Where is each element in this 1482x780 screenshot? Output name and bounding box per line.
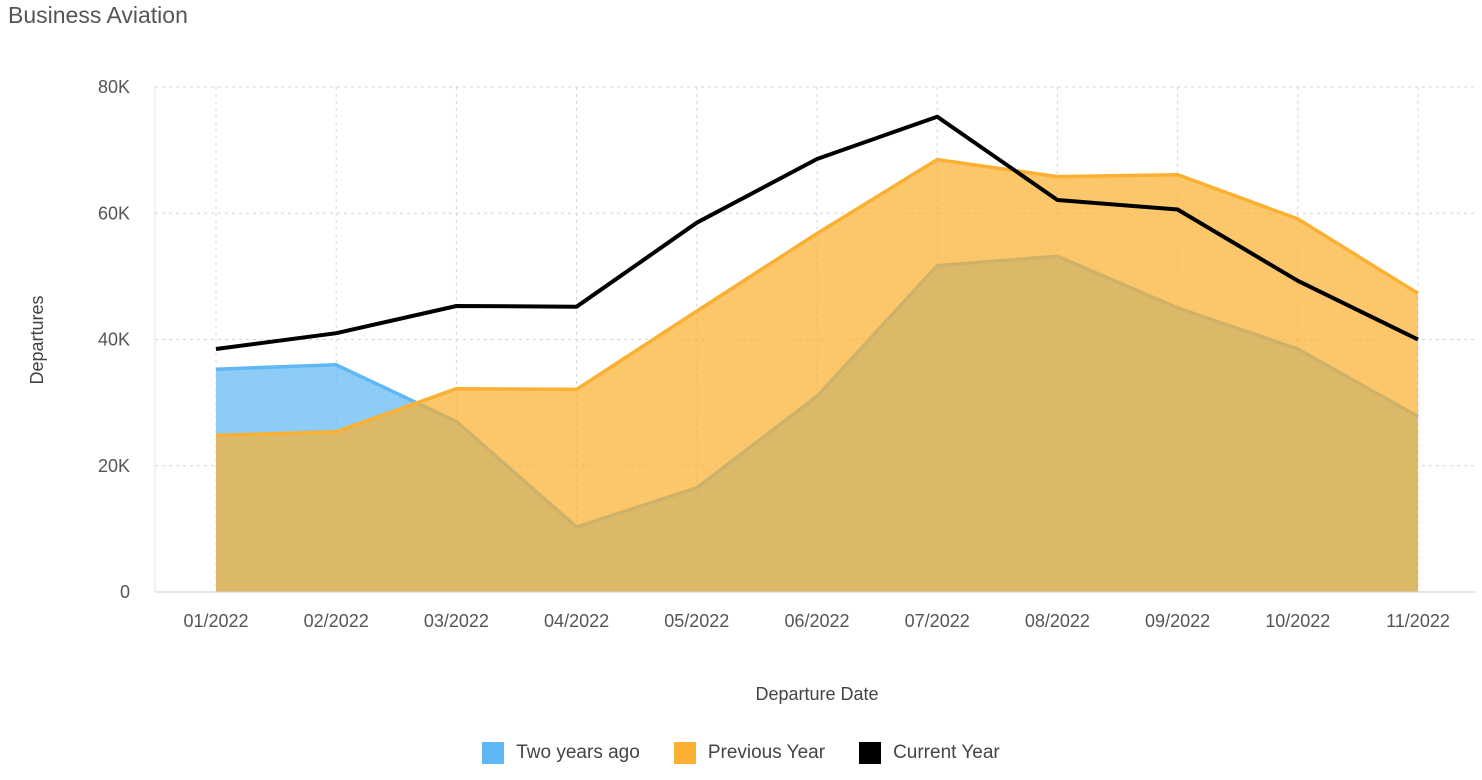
legend: Two years ago Previous Year Current Year	[0, 742, 1482, 764]
legend-item-current-year[interactable]: Current Year	[859, 742, 1000, 764]
x-axis-title: Departure Date	[755, 684, 878, 704]
x-tick-label: 06/2022	[784, 611, 849, 631]
y-axis-title: Departures	[27, 295, 47, 384]
legend-swatch-current-year	[859, 742, 882, 764]
x-tick-label: 10/2022	[1265, 611, 1330, 631]
chart-title: Business Aviation	[8, 2, 188, 28]
legend-swatch-previous-year	[673, 742, 696, 764]
legend-item-previous-year[interactable]: Previous Year	[673, 742, 826, 764]
chart-area: 0 20K 40K 60K 80K 01/2022 02/2022 03/2022 04/202…	[27, 77, 1475, 704]
legend-label-current-year: Current Year	[893, 742, 1000, 763]
x-tick-label: 11/2022	[1386, 611, 1450, 631]
x-tick-label: 03/2022	[424, 611, 489, 631]
y-tick-label: 60K	[98, 203, 130, 223]
line-previous-year	[215, 157, 1419, 438]
legend-item-two-years-ago[interactable]: Two years ago	[482, 742, 640, 764]
x-tick-label: 04/2022	[544, 611, 609, 631]
y-tick-label: 0	[120, 582, 130, 602]
x-tick-label: 09/2022	[1145, 611, 1210, 631]
legend-label-two-years-ago: Two years ago	[516, 742, 640, 763]
x-tick-label: 05/2022	[664, 611, 729, 631]
area-previous-year	[216, 159, 1418, 592]
legend-swatch-two-years-ago	[482, 742, 505, 764]
line-current-year	[215, 114, 1419, 351]
legend-label-previous-year: Previous Year	[707, 742, 826, 763]
series-layer	[215, 114, 1419, 592]
y-tick-label: 80K	[98, 77, 130, 97]
y-tick-label: 20K	[98, 456, 130, 476]
x-tick-label: 08/2022	[1025, 611, 1090, 631]
y-tick-label: 40K	[98, 330, 130, 350]
x-tick-label: 01/2022	[183, 611, 248, 631]
axis-layer: 0 20K 40K 60K 80K 01/2022 02/2022 03/2022 04/202…	[98, 77, 1475, 631]
x-tick-label: 02/2022	[304, 611, 369, 631]
x-tick-label: 07/2022	[905, 611, 970, 631]
